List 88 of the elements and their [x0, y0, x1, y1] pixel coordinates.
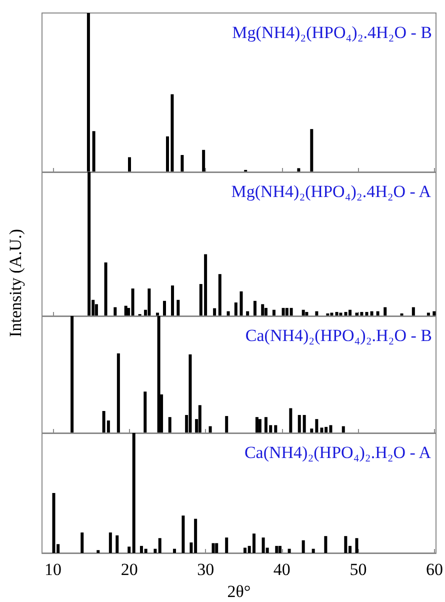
bar	[114, 307, 117, 316]
bar	[131, 288, 134, 316]
bar	[290, 308, 293, 316]
bar	[212, 543, 215, 553]
bar	[202, 150, 206, 172]
bar	[426, 312, 430, 316]
bar	[315, 419, 318, 433]
bar	[376, 311, 380, 316]
bar	[234, 302, 238, 316]
bar	[412, 307, 415, 316]
text: Mg(NH4)₂(HPO₄)₂.4H₂O - B	[232, 23, 432, 42]
x-tick-label: 20	[120, 560, 138, 579]
bar	[80, 532, 84, 553]
bar	[128, 157, 131, 172]
bar	[289, 408, 292, 433]
x-tick-label: 40	[273, 560, 290, 579]
bar	[92, 131, 96, 172]
bar	[302, 540, 305, 553]
bar	[370, 311, 374, 316]
bar	[278, 546, 282, 553]
bar	[52, 493, 56, 553]
bar	[355, 312, 358, 316]
bar	[253, 300, 256, 316]
bar	[264, 308, 268, 316]
bar	[70, 316, 74, 433]
bar	[258, 419, 262, 433]
bar	[302, 414, 306, 433]
bar	[176, 300, 180, 316]
bar	[226, 311, 230, 316]
bar	[208, 426, 212, 433]
bar	[274, 425, 278, 433]
bar	[225, 416, 228, 433]
x-axis-title: 2θ°	[227, 582, 251, 601]
bar	[104, 262, 108, 316]
x-tick-label: 10	[44, 560, 62, 579]
y-axis-title: Intensity (A.U.)	[6, 228, 26, 338]
bar	[144, 392, 147, 433]
bar	[116, 535, 119, 553]
bar	[355, 538, 358, 553]
bar	[213, 308, 216, 316]
bar	[198, 405, 202, 433]
x-tick-label: 30	[197, 560, 214, 579]
bar	[225, 538, 228, 553]
bar	[188, 354, 192, 433]
bar	[132, 433, 136, 553]
x-tick-label: 50	[350, 560, 367, 579]
bar	[255, 417, 258, 433]
bar	[96, 550, 100, 553]
bar	[297, 168, 300, 172]
bar	[262, 538, 265, 553]
bar	[252, 534, 256, 553]
bar	[144, 548, 148, 553]
bar	[218, 274, 222, 316]
bar	[312, 548, 315, 553]
bar	[171, 285, 174, 316]
bar	[339, 312, 342, 316]
bar	[330, 312, 334, 316]
bar	[240, 291, 243, 316]
bar	[384, 307, 387, 316]
bar	[275, 546, 278, 553]
bar	[315, 311, 318, 316]
bar	[168, 417, 172, 433]
text: Ca(NH4)₂(HPO₄)₂.H₂O - B	[245, 326, 432, 345]
bar	[298, 414, 301, 433]
x-tick-label: 60	[426, 560, 443, 579]
bar	[310, 428, 314, 433]
text: Ca(NH4)₂(HPO₄)₂.H₂O - A	[244, 443, 432, 462]
text: Mg(NH4)₂(HPO₄)₂.4H₂O - A	[231, 182, 432, 201]
bar	[116, 353, 120, 433]
bar	[108, 532, 112, 553]
bar	[94, 304, 98, 316]
bar	[288, 548, 291, 553]
bar	[320, 428, 324, 433]
bar	[282, 308, 285, 316]
bar	[180, 154, 184, 172]
bar	[261, 304, 264, 316]
bar	[324, 536, 328, 553]
bar	[148, 288, 151, 316]
bar	[173, 548, 176, 553]
bar	[246, 311, 250, 316]
bar	[310, 129, 314, 172]
bar	[163, 300, 166, 316]
bar	[344, 536, 348, 553]
bar	[154, 548, 157, 553]
bar	[342, 426, 345, 433]
bar	[182, 516, 185, 553]
bar	[215, 543, 218, 553]
bar	[158, 538, 162, 553]
